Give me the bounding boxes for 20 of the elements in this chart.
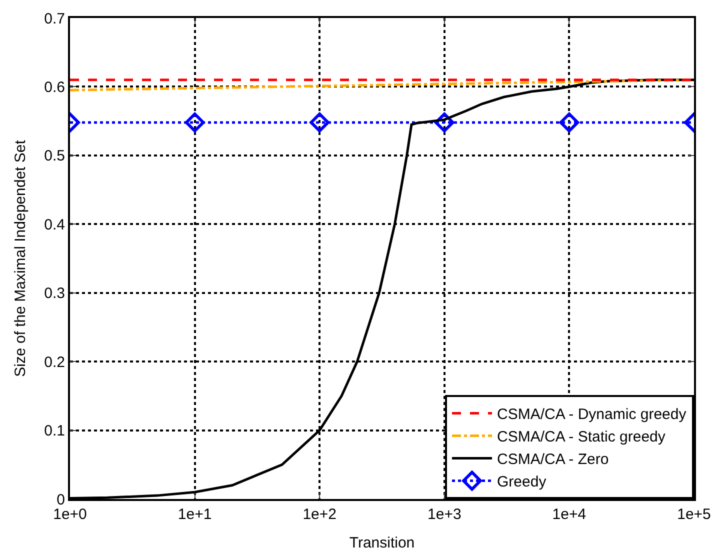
y-tick-label: 0.5 (44, 148, 65, 165)
y-tick-label: 0.7 (44, 10, 65, 28)
x-tick-label: 1e+5 (677, 506, 711, 523)
legend-label: CSMA/CA - Dynamic greedy (497, 406, 687, 424)
y-tick-label: 0.6 (44, 78, 65, 96)
legend-label: CSMA/CA - Static greedy (497, 428, 666, 446)
legend-label: CSMA/CA - Zero (497, 451, 609, 468)
x-tick-label: 1e+3 (428, 506, 462, 523)
y-axis-title: Size of the Maximal Independet Set (12, 139, 29, 377)
y-tick-label: 0 (56, 491, 65, 508)
y-tick-label: 0.4 (44, 216, 65, 234)
legend-label: Greedy (497, 474, 547, 491)
x-tick-label: 1e+2 (302, 506, 336, 523)
x-tick-label: 1e+0 (53, 506, 87, 523)
y-tick-label: 0.2 (44, 354, 65, 371)
y-tick-label: 0.1 (44, 422, 65, 440)
x-tick-label: 1e+1 (178, 506, 212, 523)
y-tick-label: 0.3 (44, 285, 65, 302)
x-tick-label: 1e+4 (552, 506, 586, 523)
x-axis-title: Transition (349, 534, 415, 552)
